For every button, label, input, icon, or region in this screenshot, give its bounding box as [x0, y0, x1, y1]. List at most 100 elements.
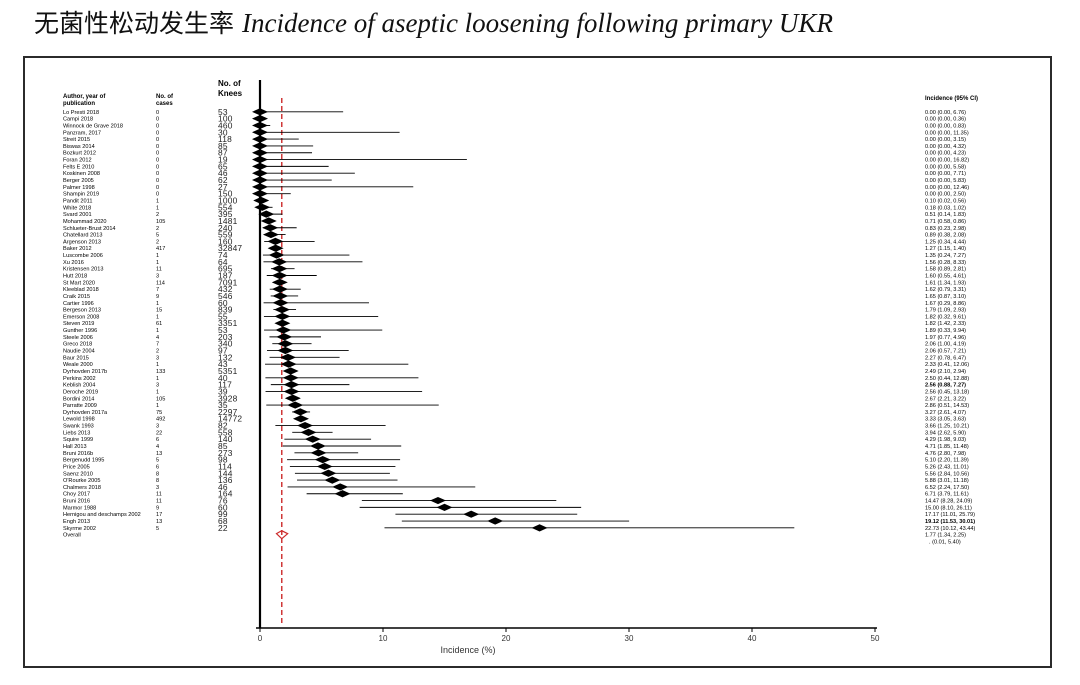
- study-ci-value: 4.71 (1.85, 11.48): [925, 444, 969, 450]
- forest-plot-figure: Author, year of publication No. of cases…: [23, 56, 1052, 668]
- study-author: Skyrme 2002: [63, 526, 96, 532]
- study-ci-value: 1.25 (0.34, 4.44): [925, 239, 966, 245]
- cases-header-line1: No. of: [156, 94, 174, 100]
- study-knees: 99: [218, 509, 228, 519]
- study-knees: 164: [218, 489, 233, 499]
- study-ci-value: 0.18 (0.03, 1.02): [925, 205, 966, 211]
- study-knees: 55: [218, 311, 228, 321]
- study-knees: 460: [218, 120, 233, 130]
- point-estimate-diamond: [429, 496, 446, 505]
- point-estimate-diamond: [268, 251, 285, 259]
- study-author: Engh 2013: [63, 519, 90, 525]
- point-estimate-diamond: [252, 155, 268, 164]
- point-estimate-diamond: [274, 312, 291, 321]
- study-author: Choy 2017: [63, 492, 90, 498]
- study-cases: 0: [156, 185, 159, 191]
- point-estimate-diamond: [277, 340, 294, 348]
- point-estimate-diamond: [300, 428, 317, 436]
- point-estimate-diamond: [283, 381, 300, 389]
- forest-plot: Author, year of publication No. of cases…: [63, 79, 978, 655]
- study-ci-value: 0.00 (0.00, 11.35): [925, 130, 969, 136]
- study-author: O'Rourke 2005: [63, 478, 100, 484]
- study-knees: 76: [218, 496, 228, 506]
- overall-label: Overall: [63, 533, 81, 539]
- x-tick-label: 50: [871, 634, 880, 643]
- study-knees: 65: [218, 161, 228, 171]
- study-cases: 7: [156, 342, 159, 348]
- study-cases: 3: [156, 485, 159, 491]
- study-knees: 144: [218, 468, 233, 478]
- knees-header-line1: No. of: [218, 79, 241, 88]
- study-cases: 1: [156, 205, 159, 211]
- study-ci-value: 3.33 (3.05, 3.63): [925, 417, 966, 423]
- study-cases: 9: [156, 505, 159, 511]
- study-knees: 5351: [218, 366, 238, 376]
- study-knees: 68: [218, 516, 228, 526]
- study-ci-value: 3.27 (2.61, 4.07): [925, 410, 966, 416]
- point-estimate-diamond: [324, 476, 341, 484]
- overall-extra-ci: . (0.01, 5.40): [929, 540, 961, 546]
- study-cases: 9: [156, 294, 159, 300]
- study-cases: 2: [156, 239, 159, 245]
- study-cases: 1: [156, 362, 159, 368]
- point-estimate-diamond: [252, 176, 268, 184]
- point-estimate-diamond: [271, 265, 288, 273]
- point-estimate-diamond: [283, 387, 300, 396]
- study-ci-value: 6.52 (2.24, 17.50): [925, 485, 969, 491]
- study-author: White 2018: [63, 205, 91, 211]
- study-ci-value: 5.88 (3.01, 11.18): [925, 478, 969, 484]
- study-ci-value: 1.62 (0.79, 3.31): [925, 287, 966, 293]
- study-cases: 0: [156, 144, 159, 150]
- study-cases: 1: [156, 314, 159, 320]
- study-author: Chalmers 2018: [63, 485, 101, 491]
- study-knees: 546: [218, 291, 233, 301]
- study-ci-value: 2.49 (2.10, 2.94): [925, 369, 966, 375]
- study-ci-value: 0.00 (0.00, 6.76): [925, 110, 966, 116]
- study-knees: 14772: [218, 414, 242, 424]
- study-knees: 62: [218, 175, 228, 185]
- overall-diamond: [275, 529, 289, 540]
- study-ci-value: 0.00 (0.00, 7.71): [925, 171, 966, 177]
- study-knees: 7091: [218, 277, 238, 287]
- study-cases: 417: [156, 246, 165, 252]
- knees-header-line2: Knees: [218, 89, 243, 98]
- point-estimate-diamond: [271, 285, 288, 293]
- study-author: Parratte 2009: [63, 403, 97, 409]
- x-tick-label: 10: [379, 634, 388, 643]
- study-author: Emerson 2008: [63, 314, 99, 320]
- study-cases: 3: [156, 424, 159, 430]
- study-author: Campi 2018: [63, 117, 93, 123]
- study-cases: 492: [156, 417, 165, 423]
- study-knees: 340: [218, 339, 233, 349]
- point-estimate-diamond: [287, 401, 304, 409]
- study-author: Streit 2015: [63, 137, 90, 143]
- study-cases: 6: [156, 437, 159, 443]
- study-author: Squire 1999: [63, 437, 93, 443]
- study-ci-value: 3.94 (2.62, 5.90): [925, 430, 966, 436]
- study-ci-value: 1.97 (0.77, 4.96): [925, 335, 966, 341]
- ci-header: Incidence (95% CI): [925, 96, 978, 102]
- study-cases: 0: [156, 130, 159, 136]
- study-cases: 22: [156, 430, 162, 436]
- study-ci-value: 14.47 (8.28, 24.09): [925, 499, 972, 505]
- study-author: Baker 2012: [63, 246, 92, 252]
- study-knees: 53: [218, 107, 228, 117]
- study-author: Pandit 2011: [63, 198, 92, 204]
- study-author: Bruni 2016b: [63, 451, 93, 457]
- study-knees: 118: [218, 134, 232, 144]
- point-estimate-diamond: [272, 292, 289, 300]
- study-cases: 13: [156, 519, 162, 525]
- study-ci-value: 1.89 (0.33, 9.94): [925, 328, 966, 334]
- point-estimate-diamond: [252, 169, 268, 177]
- study-knees: 100: [218, 114, 233, 124]
- study-ci-value: 1.79 (1.09, 2.93): [925, 308, 966, 314]
- study-cases: 3: [156, 383, 159, 389]
- x-axis-label: Incidence (%): [440, 645, 495, 655]
- study-author: Kleeblad 2018: [63, 287, 99, 293]
- point-estimate-diamond: [252, 128, 268, 136]
- point-estimate-diamond: [463, 510, 480, 518]
- study-cases: 8: [156, 478, 159, 484]
- study-author: Bozkurt 2012: [63, 151, 96, 157]
- study-cases: 4: [156, 444, 159, 450]
- study-ci-value: 2.67 (2.21, 3.22): [925, 396, 966, 402]
